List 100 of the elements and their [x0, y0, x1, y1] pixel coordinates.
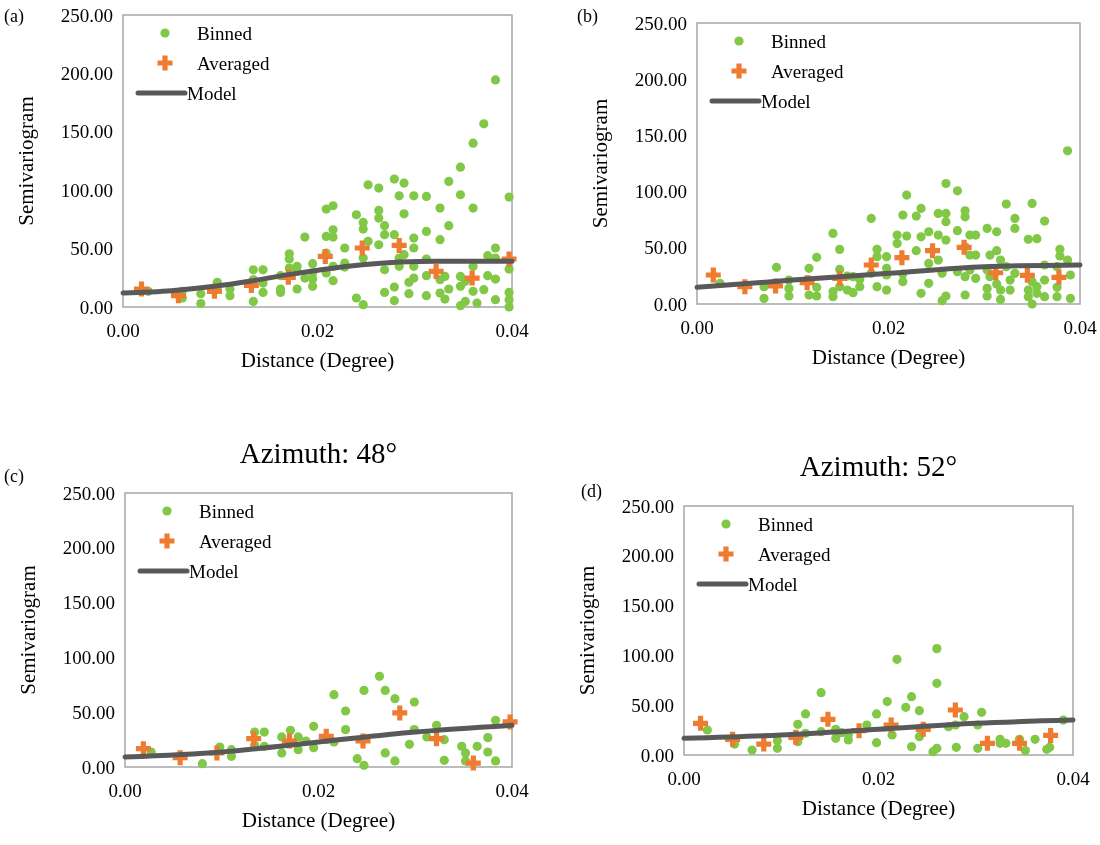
point: [756, 736, 772, 752]
point: [932, 678, 942, 688]
text: (d): [581, 481, 602, 502]
point: [906, 742, 917, 752]
legend-label: Binned: [199, 500, 255, 522]
x-axis-title: Distance (Degree): [801, 796, 956, 820]
y-tick-label: 0.00: [640, 744, 674, 766]
point: [390, 756, 400, 766]
legend-label: Model: [761, 90, 811, 112]
y-tick-label: 100.00: [634, 181, 687, 203]
point: [259, 727, 269, 737]
x-tick-label: 0.02: [871, 317, 906, 338]
point: [490, 715, 501, 725]
point: [976, 707, 987, 717]
point: [464, 270, 480, 286]
point: [1020, 746, 1030, 756]
point: [1051, 269, 1067, 285]
point: [863, 257, 879, 273]
x-tick-label: 0.00: [106, 320, 140, 341]
x-tick-label: 0.02: [301, 780, 336, 801]
point: [831, 733, 841, 743]
y-tick-label: 50.00: [631, 694, 674, 716]
point: [959, 712, 969, 722]
point: [329, 690, 339, 700]
point: [894, 250, 910, 266]
point: [490, 756, 501, 766]
point: [979, 735, 995, 751]
point: [702, 725, 712, 735]
point: [892, 654, 902, 664]
point: [391, 237, 407, 253]
chart-title: Azimuth: 48°: [239, 437, 398, 469]
point: [246, 731, 262, 747]
point: [285, 725, 296, 735]
point: [439, 755, 449, 765]
x-tick-label: 0.02: [861, 768, 896, 789]
point: [705, 267, 721, 283]
x-tick-label: 0.00: [108, 780, 142, 801]
y-tick-label: 50.00: [70, 238, 113, 260]
point: [465, 755, 481, 771]
point: [354, 240, 370, 256]
point: [197, 759, 207, 769]
point: [820, 711, 836, 727]
legend-label: Averaged: [199, 530, 272, 552]
y-tick-label: 250.00: [634, 12, 687, 34]
point: [947, 702, 963, 718]
x-tick-label: 0.00: [667, 768, 701, 789]
point: [352, 754, 362, 764]
point: [390, 694, 400, 704]
x-tick-label: 0.02: [300, 320, 335, 341]
point: [951, 742, 961, 752]
point: [956, 239, 972, 255]
y-tick-label: 150.00: [621, 595, 674, 617]
point: [914, 706, 924, 716]
y-tick-label: 0.00: [653, 293, 687, 315]
point: [793, 719, 803, 729]
x-tick-label: 0.04: [1056, 768, 1091, 789]
point: [340, 725, 351, 735]
x-axis-title: Distance (Degree): [241, 808, 396, 832]
legend-label: Averaged: [197, 52, 270, 74]
legend-label: Binned: [758, 513, 814, 535]
point: [359, 685, 369, 695]
x-tick-label: 0.00: [680, 317, 714, 338]
text: (c): [4, 466, 24, 487]
point: [340, 706, 351, 716]
chart-title: Azimuth: 52°: [799, 450, 958, 482]
point: [1043, 727, 1059, 743]
point: [483, 733, 493, 743]
y-tick-label: 150.00: [62, 592, 115, 614]
x-tick-label: 0.04: [495, 320, 530, 341]
x-axis-title: Distance (Degree): [811, 345, 966, 369]
text: (a): [4, 6, 24, 27]
point: [472, 741, 482, 751]
legend-label: Averaged: [758, 543, 831, 565]
y-axis-title: Semivariogram: [14, 96, 38, 226]
point: [380, 685, 390, 695]
point: [483, 747, 493, 757]
legend-label: Model: [187, 82, 237, 104]
legend-label: Model: [189, 560, 239, 582]
y-tick-label: 250.00: [62, 482, 115, 504]
text: (b): [577, 6, 598, 27]
y-tick-label: 100.00: [60, 179, 113, 201]
point: [1012, 735, 1028, 751]
point: [380, 748, 390, 758]
point: [816, 688, 826, 698]
y-tick-label: 150.00: [60, 121, 113, 143]
point: [460, 748, 471, 758]
legend-label: Averaged: [771, 60, 844, 82]
point: [309, 721, 319, 731]
y-tick-label: 50.00: [644, 237, 687, 259]
y-tick-label: 250.00: [621, 495, 674, 517]
point: [772, 743, 782, 753]
y-tick-label: 200.00: [634, 68, 687, 90]
point: [973, 743, 983, 753]
point: [932, 644, 942, 654]
point: [409, 697, 419, 707]
y-tick-label: 200.00: [621, 545, 674, 567]
y-tick-label: 250.00: [60, 4, 113, 26]
point: [871, 709, 882, 719]
y-tick-label: 150.00: [634, 125, 687, 147]
x-axis-title: Distance (Degree): [240, 348, 395, 372]
